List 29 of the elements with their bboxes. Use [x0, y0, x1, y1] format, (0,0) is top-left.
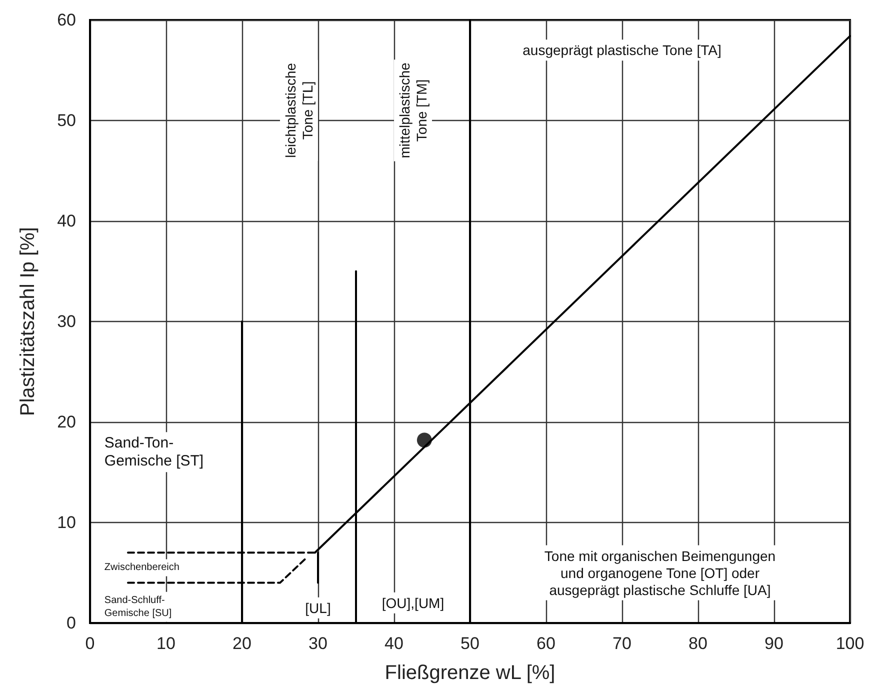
y-tick-label: 20	[57, 412, 76, 432]
annotation: Sand-Ton- Gemische [ST]	[104, 434, 204, 470]
x-tick-label: 30	[308, 634, 328, 653]
x-tick-label: 70	[612, 634, 632, 653]
y-tick-label: 50	[57, 111, 76, 130]
annotation: mittelplastische Tone [TM]	[396, 62, 430, 158]
x-tick-label: 0	[85, 634, 95, 653]
y-tick-label: 10	[57, 513, 76, 532]
x-tick-label: 80	[688, 634, 708, 653]
x-tick-label: 20	[232, 634, 252, 653]
x-tick-label: 60	[536, 634, 556, 653]
y-axis-title: Plastizitätszahl Ip [%]	[17, 227, 39, 416]
x-axis-title: Fließgrenze wL [%]	[384, 662, 556, 684]
y-tick-label: 40	[57, 212, 76, 230]
annotation: Sand-Schluff- Gemische [SU]	[104, 594, 172, 619]
x-tick-label: 40	[384, 634, 404, 653]
y-tick-label: 30	[57, 312, 76, 331]
annotation: Zwischenbereich	[104, 562, 180, 574]
y-tick-label: 60	[57, 10, 76, 30]
x-tick-label: 100	[836, 634, 864, 653]
annotation: [UL]	[305, 600, 331, 616]
annotation: [OU],[UM]	[382, 594, 444, 611]
y-tick-label: 0	[66, 614, 76, 632]
x-tick-label: 50	[460, 634, 480, 653]
annotation: Tone mit organischen Beimengungen und organogene Tone [OT] oder ausgeprägt plastische Schluffe [UA]	[544, 548, 776, 598]
x-tick-label: 10	[156, 634, 176, 653]
annotation: ausgeprägt plastische Tone [TA]	[522, 42, 722, 58]
x-tick-label: 90	[764, 634, 784, 653]
annotation: leichtplastische Tone [TL]	[282, 62, 316, 158]
